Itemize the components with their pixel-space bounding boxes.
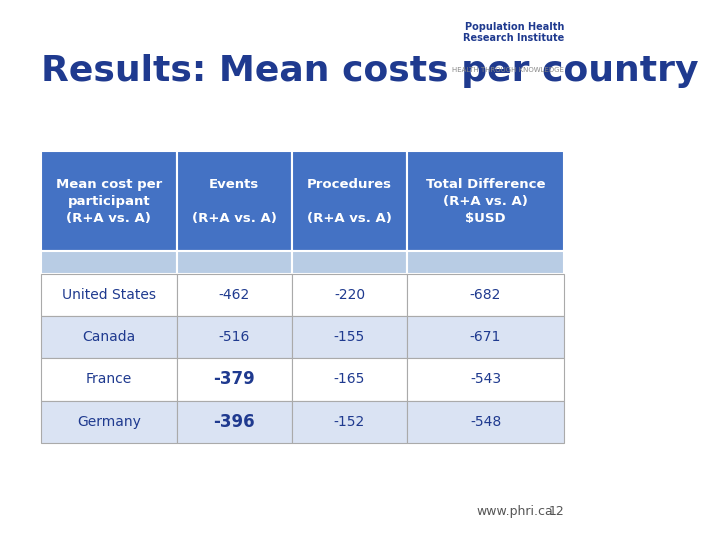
- Bar: [407, 316, 564, 359]
- Text: -543: -543: [470, 373, 501, 387]
- Bar: [41, 251, 176, 274]
- Text: -152: -152: [334, 415, 365, 429]
- Text: -155: -155: [334, 330, 365, 344]
- Bar: [292, 401, 407, 443]
- Bar: [292, 359, 407, 401]
- Text: HEALTH THROUGH KNOWLEDGE: HEALTH THROUGH KNOWLEDGE: [452, 68, 564, 73]
- Text: 12: 12: [548, 505, 564, 518]
- Bar: [41, 359, 176, 401]
- Bar: [176, 274, 292, 316]
- Text: France: France: [86, 373, 132, 387]
- Bar: [176, 151, 292, 251]
- Bar: [176, 401, 292, 443]
- Text: Procedures

(R+A vs. A): Procedures (R+A vs. A): [307, 178, 392, 225]
- Text: www.phri.ca: www.phri.ca: [477, 505, 554, 518]
- Bar: [292, 316, 407, 359]
- Text: Mean cost per
participant
(R+A vs. A): Mean cost per participant (R+A vs. A): [55, 178, 162, 225]
- Text: Canada: Canada: [82, 330, 135, 344]
- Bar: [292, 151, 407, 251]
- Text: Population Health
Research Institute: Population Health Research Institute: [463, 22, 564, 43]
- Text: -671: -671: [470, 330, 501, 344]
- Bar: [292, 274, 407, 316]
- Bar: [407, 251, 564, 274]
- Bar: [176, 359, 292, 401]
- Text: -379: -379: [213, 370, 255, 388]
- Bar: [176, 316, 292, 359]
- Bar: [407, 274, 564, 316]
- Bar: [176, 251, 292, 274]
- Text: Events

(R+A vs. A): Events (R+A vs. A): [192, 178, 276, 225]
- Text: Total Difference
(R+A vs. A)
$USD: Total Difference (R+A vs. A) $USD: [426, 178, 545, 225]
- Text: United States: United States: [62, 288, 156, 302]
- Bar: [407, 359, 564, 401]
- Text: -682: -682: [470, 288, 501, 302]
- Text: -516: -516: [219, 330, 250, 344]
- Bar: [407, 401, 564, 443]
- Text: Germany: Germany: [77, 415, 140, 429]
- Text: -462: -462: [219, 288, 250, 302]
- Text: -220: -220: [334, 288, 365, 302]
- Bar: [41, 316, 176, 359]
- Text: Results: Mean costs per country: Results: Mean costs per country: [41, 54, 698, 88]
- Bar: [41, 274, 176, 316]
- Bar: [292, 251, 407, 274]
- Text: -396: -396: [214, 413, 255, 431]
- Text: -165: -165: [334, 373, 365, 387]
- Bar: [407, 151, 564, 251]
- Text: -548: -548: [470, 415, 501, 429]
- Bar: [41, 151, 176, 251]
- Bar: [41, 401, 176, 443]
